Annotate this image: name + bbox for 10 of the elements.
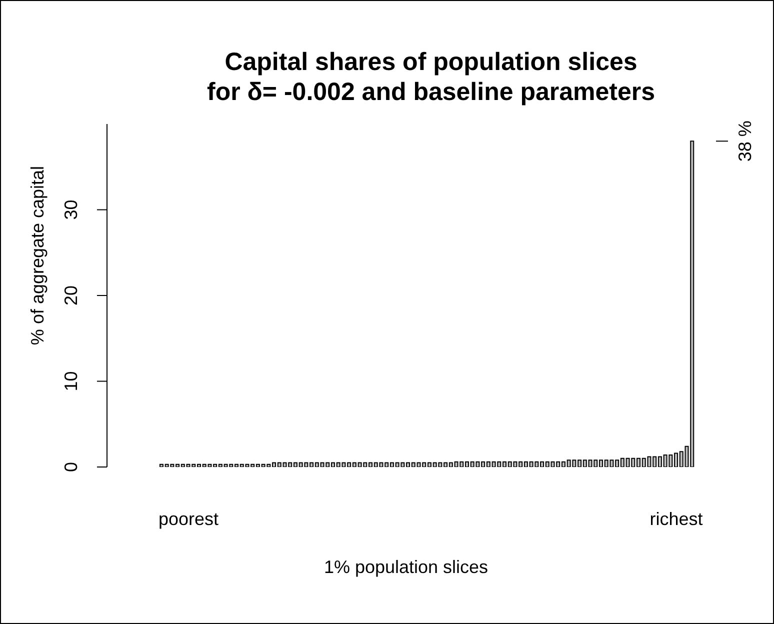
- x-tick-label: poorest: [158, 509, 219, 529]
- y-tick-label: 30: [61, 200, 81, 220]
- text: 38 %: [735, 120, 755, 162]
- x-axis-title: 1% population slices: [324, 557, 488, 577]
- y-tick-label: 20: [61, 285, 81, 306]
- chart-title: Capital shares of population slices for δ= -0.002 and baseline parameters: [206, 47, 656, 107]
- y-tick-label: 10: [61, 371, 81, 392]
- y-tick-label: 0: [61, 462, 81, 472]
- y-axis-title: % of aggregate capital: [27, 166, 48, 346]
- x-tick-label: richest: [650, 509, 703, 529]
